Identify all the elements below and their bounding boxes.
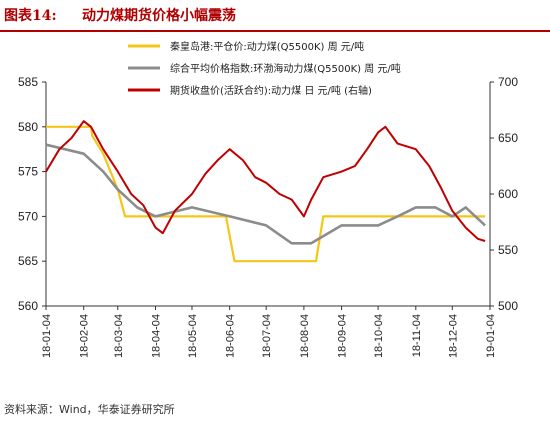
legend-label-3: 期货收盘价(活跃合约):动力煤 日 元/吨 (右轴) bbox=[170, 84, 372, 97]
source-note: 资料来源：Wind，华泰证券研究所 bbox=[4, 403, 175, 416]
title-bar: 图表14: 动力煤期货价格小幅震荡 bbox=[0, 0, 550, 32]
x-tick-label: 18-07-04 bbox=[261, 314, 273, 358]
chart-title: 动力煤期货价格小幅震荡 bbox=[82, 8, 236, 24]
left-tick-label: 585 bbox=[18, 75, 38, 89]
left-tick-label: 565 bbox=[18, 254, 38, 268]
series-line-3 bbox=[45, 120, 486, 242]
right-tick-label: 650 bbox=[498, 131, 518, 145]
x-tick-label: 18-02-04 bbox=[79, 314, 91, 358]
x-tick-label: 18-10-04 bbox=[373, 314, 385, 358]
left-tick-label: 570 bbox=[18, 209, 38, 223]
x-tick-label: 18-08-04 bbox=[299, 314, 311, 358]
series-line-2 bbox=[45, 143, 486, 245]
legend: 秦皇岛港:平仓价:动力煤(Q5500K) 周 元/吨综合平均价格指数:环渤海动力… bbox=[128, 40, 401, 97]
right-tick-label: 550 bbox=[498, 243, 518, 257]
right-tick-label: 600 bbox=[498, 187, 518, 201]
x-tick-label: 18-01-04 bbox=[41, 314, 53, 358]
x-tick-label: 19-01-04 bbox=[485, 314, 497, 358]
series-layer bbox=[45, 120, 486, 263]
left-tick-label: 560 bbox=[18, 299, 38, 313]
x-tick-label: 18-03-04 bbox=[113, 314, 125, 358]
series-line-1 bbox=[46, 125, 486, 263]
x-tick-label: 18-12-04 bbox=[447, 314, 459, 358]
x-tick-label: 18-05-04 bbox=[187, 314, 199, 358]
x-tick-label: 18-06-04 bbox=[225, 314, 237, 358]
left-tick-label: 580 bbox=[18, 120, 38, 134]
x-tick-label: 18-04-04 bbox=[150, 314, 162, 358]
title-rule bbox=[0, 30, 550, 32]
axes: 560 565 570 575 580 585 500 550 600 650 700 18-01-0… bbox=[18, 75, 518, 358]
legend-label-2: 综合平均价格指数:环渤海动力煤(Q5500K) 周 元/吨 bbox=[170, 62, 401, 75]
right-tick-label: 700 bbox=[498, 75, 518, 89]
left-tick-label: 575 bbox=[18, 165, 38, 179]
x-tick-label: 18-11-04 bbox=[411, 314, 423, 357]
x-tick-label: 18-09-04 bbox=[337, 314, 349, 358]
legend-label-1: 秦皇岛港:平仓价:动力煤(Q5500K) 周 元/吨 bbox=[170, 40, 364, 53]
right-tick-label: 500 bbox=[498, 299, 518, 313]
figure-label: 图表14: bbox=[4, 8, 57, 24]
